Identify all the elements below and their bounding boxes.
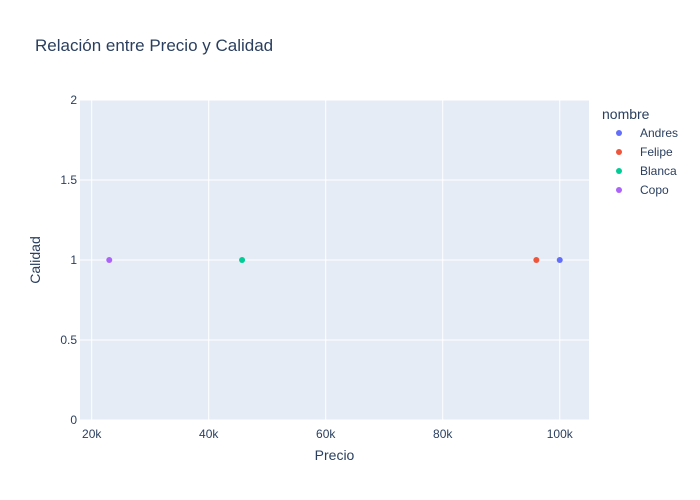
- y-tick-label: 0.5: [60, 333, 77, 347]
- y-tick-label: 1.5: [60, 173, 77, 187]
- y-tick-label: 0: [70, 413, 77, 427]
- x-axis-title: Precio: [315, 447, 355, 463]
- legend-marker: [616, 149, 622, 155]
- data-point-andres[interactable]: [556, 257, 563, 263]
- legend-item-felipe[interactable]: Felipe: [616, 145, 673, 159]
- x-tick-label: 60k: [316, 427, 336, 441]
- legend-title: nombre: [602, 106, 650, 122]
- grid-lines: [80, 99, 589, 421]
- y-tick-label: 1: [70, 253, 77, 267]
- data-point-felipe[interactable]: [533, 257, 540, 263]
- legend-label: Andres: [640, 126, 678, 140]
- legend-item-andres[interactable]: Andres: [616, 126, 678, 140]
- legend-label: Blanca: [640, 164, 677, 178]
- legend-marker: [616, 168, 622, 174]
- x-tick-label: 20k: [82, 427, 102, 441]
- data-point-copo[interactable]: [106, 257, 113, 263]
- legend[interactable]: nombre Andres Felipe Blanca Copo: [602, 106, 678, 197]
- chart-title: Relación entre Precio y Calidad: [35, 36, 273, 55]
- legend-item-blanca[interactable]: Blanca: [616, 164, 677, 178]
- legend-item-copo[interactable]: Copo: [616, 183, 669, 197]
- legend-label: Copo: [640, 183, 669, 197]
- legend-label: Felipe: [640, 145, 673, 159]
- data-point-blanca[interactable]: [239, 257, 246, 263]
- y-axis-title: Calidad: [27, 236, 43, 283]
- y-tick-label: 2: [70, 93, 77, 107]
- x-tick-label: 80k: [433, 427, 453, 441]
- x-tick-label: 40k: [199, 427, 219, 441]
- legend-items[interactable]: Andres Felipe Blanca Copo: [616, 126, 678, 197]
- tick-labels: 20k 40k 60k 80k 100k 0 0.5 1 1.5 2: [60, 93, 573, 441]
- data-points: [106, 257, 563, 263]
- legend-marker: [616, 130, 622, 136]
- x-tick-label: 100k: [547, 427, 574, 441]
- legend-marker: [616, 187, 622, 193]
